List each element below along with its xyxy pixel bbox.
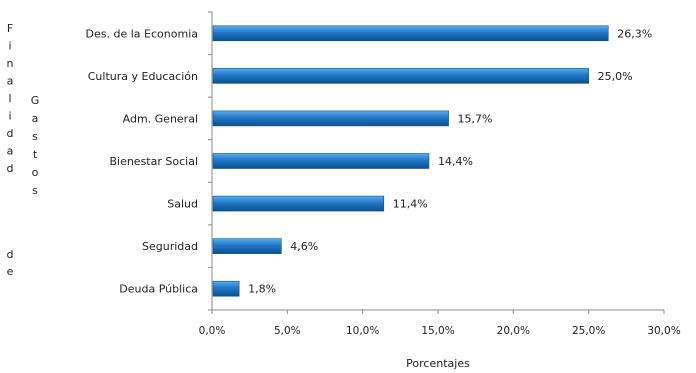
y-axis-title-letter: n [7, 57, 14, 70]
y-axis-title-letter: G [31, 94, 40, 107]
data-label: 25,0% [598, 70, 633, 83]
bar [212, 195, 385, 212]
data-label: 15,7% [458, 112, 493, 125]
category-label: Adm. General [123, 112, 198, 125]
y-axis-title-letter: o [32, 166, 39, 179]
x-tick-label: 5,0% [274, 325, 301, 337]
y-axis-title-letter: a [7, 145, 14, 158]
y-axis-title-letter: i [8, 40, 11, 53]
data-label: 26,3% [617, 27, 652, 40]
x-tick-label: 20,0% [497, 325, 530, 337]
y-axis-title-letter: d [7, 248, 14, 261]
labels: Des. de la Economia 26,3% Cultura y Educac… [86, 27, 653, 295]
bar [212, 280, 240, 297]
y-axis-title-letter: a [32, 112, 39, 125]
y-axis-title-letter: d [7, 127, 14, 140]
data-label: 11,4% [393, 198, 428, 211]
y-axis-title-letter: i [8, 110, 11, 123]
data-label: 14,4% [438, 155, 473, 168]
data-label: 1,8% [248, 283, 276, 296]
x-tick-label: 10,0% [346, 325, 379, 337]
y-axis-title-letter: a [7, 75, 14, 88]
data-label: 4,6% [290, 240, 318, 253]
x-tick-label: 30,0% [647, 325, 680, 337]
category-label: Bienestar Social [109, 155, 198, 168]
y-axis-title-letter: d [7, 162, 14, 175]
y-axis-title-letter: l [8, 92, 11, 105]
bar [212, 238, 282, 254]
y-axis-title-letter: e [7, 265, 14, 278]
category-label: Seguridad [142, 240, 198, 253]
x-tick-label: 25,0% [572, 325, 605, 337]
bar [212, 25, 609, 42]
category-label: Cultura y Educación [88, 70, 198, 83]
category-label: Deuda Pública [119, 283, 198, 296]
axes: 0,0% 5,0% 10,0% 15,0% 20,0% 25,0% 30,0% [199, 11, 681, 337]
bar [212, 110, 449, 127]
x-axis-title: Porcentajes [406, 357, 470, 370]
y-axis-title-letter: t [33, 148, 38, 161]
y-axis-title-letter: s [32, 130, 38, 143]
category-label: Salud [167, 198, 198, 211]
y-axis-title-letter: s [32, 184, 38, 197]
y-axis-title-letter: F [7, 22, 13, 35]
category-label: Des. de la Economia [86, 27, 198, 40]
x-tick-label: 0,0% [199, 325, 226, 337]
x-tick-label: 15,0% [421, 325, 454, 337]
bar [212, 68, 589, 84]
bar [212, 153, 430, 169]
bars [212, 25, 609, 297]
